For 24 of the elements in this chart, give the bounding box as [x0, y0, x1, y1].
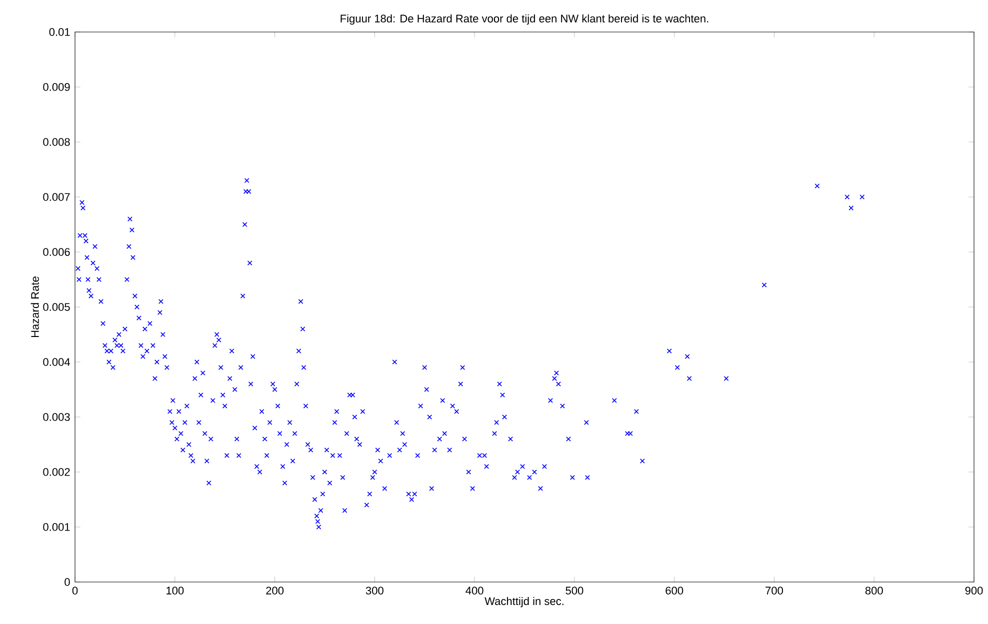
x-tick-label: 100: [166, 586, 184, 594]
y-tick-label: 0.007: [43, 193, 70, 201]
y-tick-label: 0.009: [43, 83, 70, 91]
y-tick-label: 0.001: [43, 523, 70, 531]
y-tick-label: 0.005: [43, 303, 70, 311]
y-tick-label: 0.003: [43, 413, 70, 421]
y-tick-label: 0.004: [43, 358, 70, 366]
y-axis-title: Hazard Rate: [30, 276, 39, 338]
y-tick-label: 0.006: [43, 248, 70, 256]
x-tick-label: 400: [466, 586, 484, 594]
y-tick-label: 0.008: [43, 138, 70, 146]
x-tick-label: 600: [666, 586, 684, 594]
x-tick-label: 300: [366, 586, 384, 594]
y-tick-label: 0.002: [43, 468, 70, 476]
x-tick-label: 900: [965, 586, 983, 594]
y-tick-label: 0: [64, 578, 70, 586]
x-tick-label: 500: [566, 586, 584, 594]
y-tick-label: 0.01: [49, 28, 70, 36]
x-tick-label: 800: [865, 586, 883, 594]
x-tick-label: 700: [766, 586, 783, 594]
x-axis-title: Wachttijd in sec.: [484, 596, 564, 608]
chart-title: Figuur 18d: De Hazard Rate voor de tijd een NW klant bereid is te wachten.: [340, 14, 708, 25]
x-tick-label: 200: [266, 586, 284, 594]
x-tick-label: 0: [72, 586, 78, 594]
